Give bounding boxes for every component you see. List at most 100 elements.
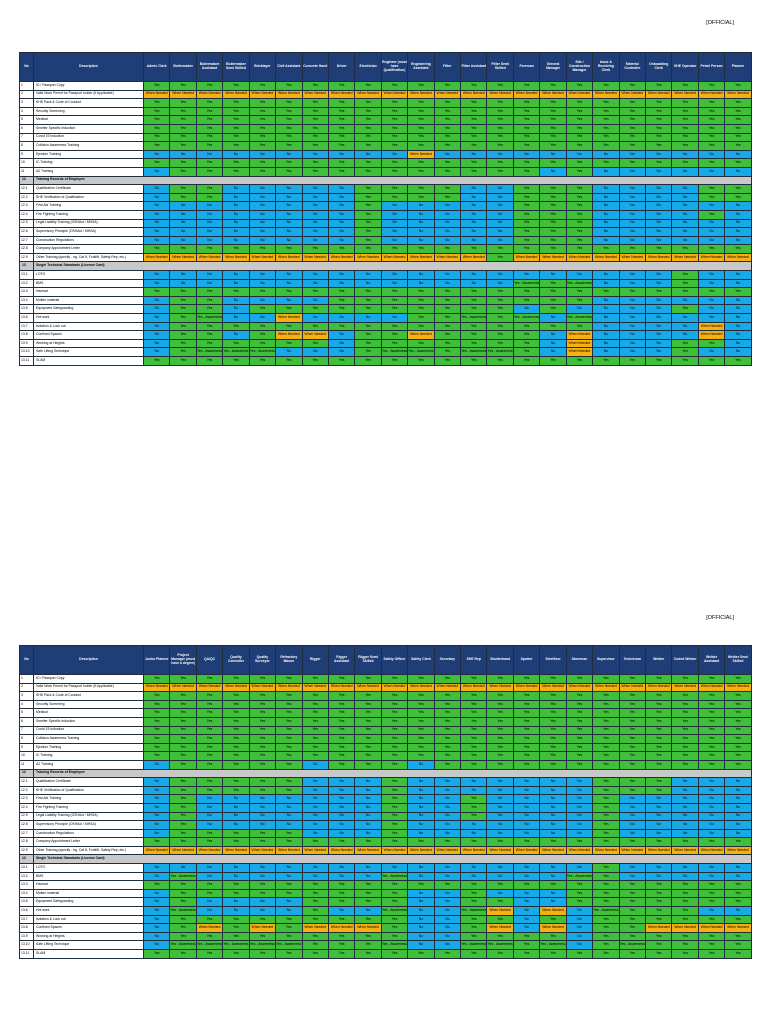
- requirement-cell: No: [407, 777, 435, 787]
- column-header-role: Rigger: [301, 645, 329, 675]
- requirement-cell: Yes: [195, 880, 224, 890]
- table-row: 12.2 SHE Verification of Qualification No Y…: [19, 785, 752, 796]
- requirement-cell: Yes: [671, 158, 699, 168]
- requirement-cell: Yes: [539, 356, 567, 366]
- requirement-cell: Yes: [327, 837, 356, 847]
- requirement-cell: When Needed: [354, 923, 382, 933]
- requirement-cell: Yes: [618, 785, 647, 796]
- requirement-cell: No: [645, 347, 673, 357]
- requirement-cell: Yes: [486, 699, 514, 710]
- requirement-cell: When Needed: [565, 252, 594, 263]
- requirement-cell: Yes: [539, 699, 567, 710]
- requirement-cell: No: [565, 785, 594, 796]
- requirement-cell: Yes: [565, 158, 594, 168]
- row-description: IC Training: [33, 751, 144, 761]
- requirement-cell: No: [142, 802, 171, 813]
- requirement-cell: When Needed: [645, 252, 673, 263]
- requirement-cell: No: [724, 863, 752, 873]
- requirement-cell: Yes: [565, 708, 594, 718]
- requirement-cell: Yes: [169, 106, 197, 117]
- requirement-cell: No: [222, 811, 250, 822]
- requirement-cell: When Needed: [248, 682, 277, 693]
- requirement-cell: Yes: [327, 751, 356, 761]
- requirement-cell: Yes: [380, 98, 409, 108]
- requirement-cell: No: [433, 888, 462, 899]
- row-number: 13.9: [19, 338, 34, 349]
- requirement-cell: No: [327, 184, 356, 194]
- requirement-cell: No: [697, 863, 726, 873]
- requirement-cell: When Needed: [222, 845, 250, 856]
- requirement-cell: No: [618, 295, 647, 306]
- requirement-cell: Yes: [275, 923, 303, 933]
- requirement-cell: Yes: [592, 132, 620, 143]
- requirement-cell: Yes: [380, 716, 409, 727]
- requirement-cell: Yes: [460, 356, 488, 366]
- row-description: Qualification Certificate: [33, 184, 144, 194]
- requirement-cell: No: [195, 270, 224, 280]
- requirement-cell: No: [433, 794, 462, 804]
- requirement-cell: No: [671, 802, 699, 813]
- requirement-cell: No: [671, 871, 699, 882]
- requirement-cell: Yes: [327, 287, 356, 297]
- requirement-cell: Yes: [486, 304, 514, 315]
- requirement-cell: No: [327, 820, 356, 830]
- requirement-cell: Yes: [433, 115, 462, 125]
- requirement-cell: Yes - Awareness: [460, 940, 488, 950]
- requirement-cell: No: [512, 802, 541, 813]
- requirement-cell: Yes: [565, 751, 594, 761]
- requirement-cell: Yes: [724, 132, 752, 143]
- requirement-cell: Yes: [169, 330, 197, 340]
- table-row: 12.8 Company Appointment Letter Yes Yes Yes Y…: [19, 244, 752, 254]
- requirement-cell: No: [618, 192, 647, 203]
- row-number: 2: [19, 682, 34, 693]
- requirement-cell: Yes - Awareness: [195, 940, 224, 950]
- row-number: 10: [19, 751, 34, 761]
- requirement-cell: No: [275, 820, 303, 830]
- requirement-cell: Yes: [301, 708, 329, 718]
- requirement-cell: Yes: [671, 888, 699, 899]
- requirement-cell: Yes: [195, 287, 224, 297]
- requirement-cell: No: [327, 209, 356, 220]
- requirement-cell: No: [618, 338, 647, 349]
- requirement-cell: No: [327, 201, 356, 211]
- requirement-cell: No: [301, 313, 329, 323]
- requirement-cell: No: [142, 166, 171, 177]
- requirement-cell: Yes: [565, 166, 594, 177]
- requirement-cell: No: [301, 218, 329, 229]
- requirement-cell: Yes: [433, 837, 462, 847]
- requirement-cell: Yes: [407, 115, 435, 125]
- requirement-cell: No: [222, 295, 250, 306]
- table-row: 7 Covid 19 Induction Yes Yes Yes Yes Yes Yes Yes…: [19, 132, 752, 143]
- requirement-cell: Yes: [565, 734, 594, 744]
- row-number: 8: [19, 141, 34, 151]
- requirement-cell: Yes: [275, 98, 303, 108]
- requirement-cell: No: [354, 828, 382, 839]
- requirement-cell: No: [407, 906, 435, 916]
- requirement-cell: No: [301, 871, 329, 882]
- requirement-cell: Yes: [222, 837, 250, 847]
- row-number: 8: [19, 734, 34, 744]
- row-number: 13.7: [19, 321, 34, 332]
- table-row: 12.1 Qualification Certificate No Yes Yes No N…: [19, 184, 752, 194]
- row-description: First Aid Training: [33, 794, 144, 804]
- requirement-cell: No: [565, 923, 594, 933]
- requirement-cell: No: [248, 278, 277, 289]
- row-number: 12.3: [19, 794, 34, 804]
- row-number: 12.9: [19, 252, 34, 263]
- requirement-cell: Yes: [169, 304, 197, 315]
- column-header-description: Description: [33, 52, 144, 82]
- requirement-cell: No: [618, 863, 647, 873]
- table-row: 11 A2 Training No Yes Yes Yes Yes Yes No Yes Yes Ye…: [19, 759, 752, 770]
- requirement-cell: Yes: [169, 691, 197, 701]
- requirement-cell: No: [486, 192, 514, 203]
- requirement-cell: No: [724, 209, 752, 220]
- requirement-cell: Yes: [592, 141, 620, 151]
- requirement-cell: No: [327, 906, 356, 916]
- requirement-cell: No: [248, 149, 277, 160]
- requirement-cell: Yes: [645, 158, 673, 168]
- requirement-cell: No: [697, 201, 726, 211]
- requirement-cell: No: [169, 201, 197, 211]
- requirement-cell: Yes: [195, 674, 224, 684]
- requirement-cell: No: [486, 184, 514, 194]
- requirement-cell: No: [142, 914, 171, 925]
